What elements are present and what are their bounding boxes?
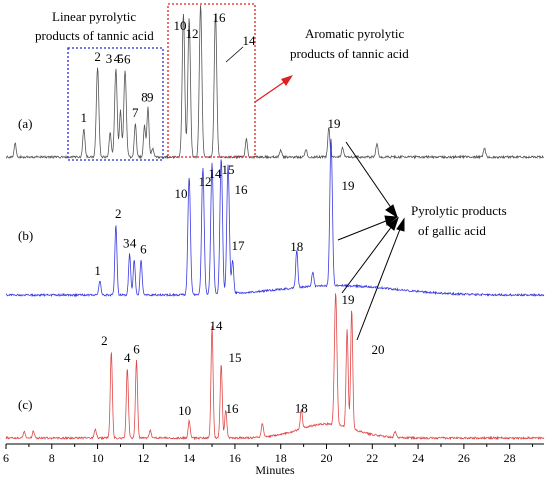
x-tick-label-10: 10	[92, 451, 104, 465]
peak-label-a-2: 2	[94, 49, 101, 64]
peak-label-b-6: 6	[140, 242, 147, 257]
x-tick-label-18: 18	[275, 451, 287, 465]
peak-label-b-4: 4	[130, 236, 137, 251]
peak-label-c-16: 16	[226, 401, 240, 416]
peak-label-a-1: 1	[81, 110, 88, 125]
series-a-trace	[5, 5, 545, 160]
series-a-label: (a)	[18, 116, 32, 131]
linear-products-annotation-line1: Linear pyrolytic	[52, 9, 136, 24]
peak-label-c-2: 2	[101, 333, 108, 348]
peak-label-a-9: 9	[147, 90, 154, 105]
peak-label-b-12: 12	[199, 174, 212, 189]
peak-label-a-12: 12	[186, 26, 199, 41]
series-b-label: (b)	[18, 228, 33, 243]
x-tick-label-12: 12	[137, 451, 149, 465]
peak-label-a-3: 3	[106, 51, 113, 66]
peak-label-a-5: 5	[117, 51, 124, 66]
series-layer	[5, 5, 545, 441]
peak-label-b-1: 1	[94, 263, 101, 278]
peak-label-c-19: 19	[342, 292, 355, 307]
peak-label-b-15: 15	[222, 162, 235, 177]
x-tick-label-28: 28	[504, 451, 516, 465]
series-b-trace	[5, 138, 545, 298]
linear-products-box	[67, 47, 164, 161]
gallic-arrows	[337, 141, 405, 341]
x-axis-ticks: 6 8 10 12 14 16 18 20 22 24 26 28	[3, 444, 534, 465]
peak-label-a-19: 19	[328, 116, 341, 131]
aromatic-products-annotation-line1: Aromatic pyrolytic	[305, 26, 405, 41]
x-tick-label-24: 24	[412, 451, 424, 465]
peak-label-b-17: 17	[232, 238, 246, 253]
peak-label-c-18: 18	[295, 400, 308, 415]
peak-14-leader-line	[225, 46, 244, 63]
gallic-products-annotation-line1: Pyrolytic products	[411, 203, 507, 218]
peak-label-b-14: 14	[209, 166, 223, 181]
peak-label-c-20: 20	[372, 342, 385, 357]
peak-label-c-15: 15	[229, 350, 242, 365]
peak-label-c-10: 10	[178, 403, 191, 418]
x-tick-label-26: 26	[458, 451, 470, 465]
peak-label-b-16: 16	[235, 182, 249, 197]
peak-label-b-18: 18	[290, 239, 303, 254]
peak-label-a-14: 14	[243, 33, 257, 48]
peak-label-a-6: 6	[124, 52, 131, 67]
peak-label-b-10: 10	[175, 186, 188, 201]
peak-label-c-4: 4	[124, 350, 131, 365]
x-tick-label-16: 16	[229, 451, 241, 465]
x-tick-label-20: 20	[321, 451, 333, 465]
aromatic-products-annotation-line2: products of tannic acid	[290, 46, 409, 61]
peak-label-a-8: 8	[141, 90, 148, 105]
aromatic-red-arrow	[254, 75, 293, 103]
x-axis-title: Minutes	[255, 463, 295, 477]
peak-label-c-6: 6	[133, 342, 140, 357]
linear-products-annotation-line2: products of tannic acid	[35, 28, 154, 43]
x-tick-label-14: 14	[183, 451, 195, 465]
peak-label-a-4: 4	[114, 51, 121, 66]
x-tick-label-8: 8	[49, 451, 55, 465]
peak-label-a-10: 10	[174, 18, 187, 33]
gallic-products-annotation-line2: of gallic acid	[418, 223, 486, 238]
peak-label-a-7: 7	[132, 105, 139, 120]
peak-label-b-19: 19	[342, 178, 355, 193]
series-c-label: (c)	[18, 397, 32, 412]
peak-label-a-16: 16	[213, 10, 227, 25]
series-c-trace	[5, 293, 545, 441]
peak-label-b-3: 3	[123, 236, 130, 251]
peak-label-c-14: 14	[210, 318, 224, 333]
x-tick-label-6: 6	[3, 451, 9, 465]
x-tick-label-22: 22	[366, 451, 378, 465]
peak-label-b-2: 2	[115, 206, 122, 221]
x-axis: 6 8 10 12 14 16 18 20 22 24 26 28 Minutes	[3, 443, 544, 477]
